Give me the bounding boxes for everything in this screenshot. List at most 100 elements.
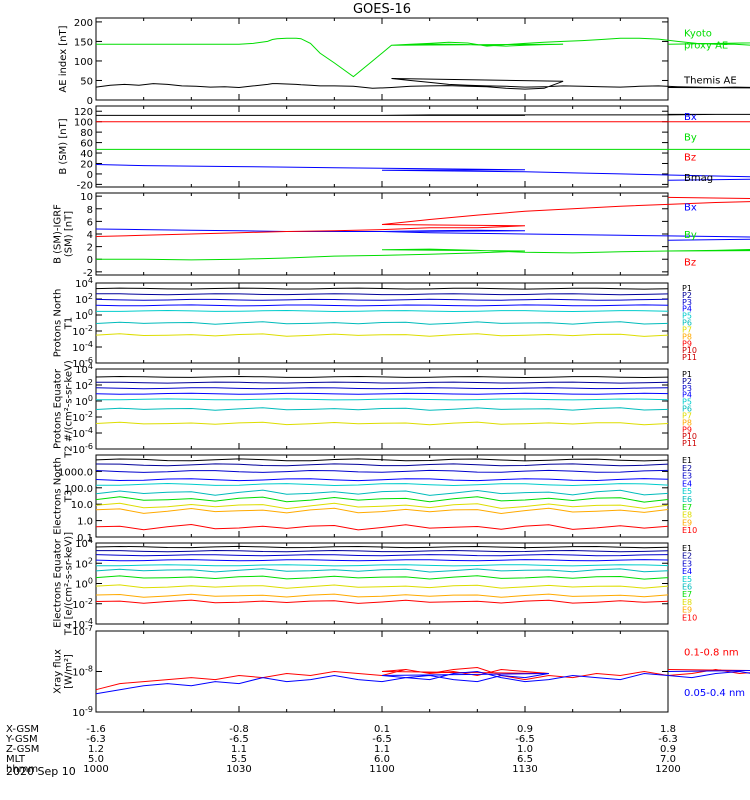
series-line-bmag	[96, 113, 750, 116]
y-tick-label: 120	[74, 107, 93, 118]
legend-p1: P1	[682, 370, 692, 379]
series-line-p5	[96, 309, 669, 313]
series-line-p6	[95, 321, 669, 325]
y-tick-label: 1.0	[77, 517, 93, 528]
orbit-value: 1030	[226, 764, 251, 775]
y-tick-label: 0	[87, 255, 93, 266]
y-tick-label: 10-9	[72, 705, 93, 719]
orbit-value: 1.0	[517, 744, 533, 755]
series-line-p4	[95, 392, 669, 395]
series-line-e6	[95, 489, 669, 496]
y-axis-label-line-1: Xray flux	[53, 649, 64, 694]
y-axis-label-group: Electrons North T3	[53, 457, 75, 534]
y-tick-label: -20	[77, 180, 93, 191]
orbit-value: 1130	[512, 764, 537, 775]
legend-p2: P2	[682, 377, 692, 386]
orbit-value: 6.0	[374, 754, 390, 765]
y-axis-label-line-2: T2 #/(cm²-s-sr-keV)	[64, 360, 75, 459]
y-tick-label: 200	[74, 18, 93, 29]
series-line-bz	[95, 196, 750, 237]
y-tick-label: 10-6	[72, 442, 93, 456]
legend-p4: P4	[682, 305, 692, 314]
orbit-row-label: hhmm	[6, 764, 38, 775]
y-tick-label: 102	[75, 378, 93, 392]
series-line-bx	[95, 228, 750, 241]
series-line-p4	[95, 304, 669, 307]
orbit-value: 0.9	[517, 724, 533, 735]
y-tick-label: 50	[80, 76, 93, 87]
y-tick-label: 1000.0	[58, 467, 93, 478]
y-tick-label: 10-2	[72, 324, 93, 338]
panel-frame	[95, 454, 669, 538]
y-tick-label: 6	[87, 217, 93, 228]
orbit-value: 0.9	[660, 744, 676, 755]
y-tick-label: 20	[80, 159, 93, 170]
orbit-row-label: MLT	[6, 754, 26, 765]
legend-themis-ae: Themis AE	[683, 76, 737, 87]
legend-e2: E2	[682, 464, 692, 473]
y-tick-label: 10-2	[72, 597, 93, 611]
y-tick-label: 100	[75, 577, 93, 591]
legend-e8: E8	[682, 511, 692, 520]
series-line-e7	[95, 575, 669, 580]
legend-p6: P6	[682, 405, 692, 414]
legend-p8: P8	[682, 418, 692, 427]
orbit-value: 1.1	[231, 744, 247, 755]
series-line-by	[96, 248, 750, 261]
y-tick-label: 100	[74, 118, 93, 129]
legend-0-1-0-8-nm: 0.1-0.8 nm	[684, 647, 739, 658]
series-line-p6	[95, 407, 669, 411]
series-line-p1	[95, 375, 669, 379]
y-tick-label: 0.1	[77, 533, 93, 544]
orbit-value: 1000	[83, 764, 108, 775]
legend-e9: E9	[682, 518, 692, 527]
orbit-value: 1100	[369, 764, 394, 775]
series-line-p7	[95, 333, 669, 337]
orbit-value: 5.5	[231, 754, 247, 765]
y-axis-label-line-1: Electrons North	[53, 457, 64, 534]
orbit-row-label: X-GSM	[6, 724, 39, 735]
legend-e4: E4	[682, 479, 692, 488]
series-line-e8	[95, 502, 669, 510]
series-line-0-1-0-8-nm	[95, 666, 750, 691]
orbit-value: -6.3	[86, 734, 106, 745]
orbit-value: -6.5	[372, 734, 392, 745]
series-line-e10	[95, 599, 669, 604]
y-tick-label: 100	[74, 57, 93, 68]
series-line-e5	[95, 564, 669, 567]
legend-bx: Bx	[684, 203, 697, 214]
series-line-themis-ae	[95, 78, 750, 90]
y-tick-label: 10-8	[72, 665, 93, 679]
legend-e9: E9	[682, 606, 692, 615]
orbit-value: 0.1	[374, 724, 390, 735]
y-axis-label: AE index [nT]	[58, 25, 69, 92]
legend-kyoto-proxy-ae-line-1: Kyoto	[684, 29, 712, 40]
y-tick-label: 4	[87, 230, 93, 241]
orbit-row-label: Y-GSM	[5, 734, 38, 745]
legend-by: By	[684, 132, 697, 143]
legend-0-05-0-4-nm: 0.05-0.4 nm	[684, 688, 745, 699]
y-axis-label-line-1: Electrons Equator	[53, 538, 64, 628]
legend-p10: P10	[682, 432, 697, 441]
legend-p4: P4	[682, 391, 692, 400]
legend-e3: E3	[682, 472, 692, 481]
legend-e10: E10	[682, 526, 697, 535]
legend-e5: E5	[682, 575, 692, 584]
legend-p7: P7	[682, 325, 692, 334]
series-line-p3	[95, 387, 669, 390]
y-tick-label: 100.0	[64, 484, 93, 495]
orbit-value: 6.5	[517, 754, 533, 765]
y-tick-label: 10-2	[72, 410, 93, 424]
legend-p7: P7	[682, 411, 692, 420]
legend-e8: E8	[682, 598, 692, 607]
y-axis-label-group: Xray flux [W/m²]	[53, 649, 75, 694]
series-line-e4	[95, 559, 669, 562]
legend-p5: P5	[682, 398, 692, 407]
series-line-kyoto-proxy-ae	[96, 37, 750, 78]
legend-e1: E1	[682, 456, 692, 465]
y-axis-label-line-2: (SM) [nT]	[64, 211, 75, 257]
legend-p9: P9	[682, 425, 692, 434]
legend-e7: E7	[682, 503, 692, 512]
